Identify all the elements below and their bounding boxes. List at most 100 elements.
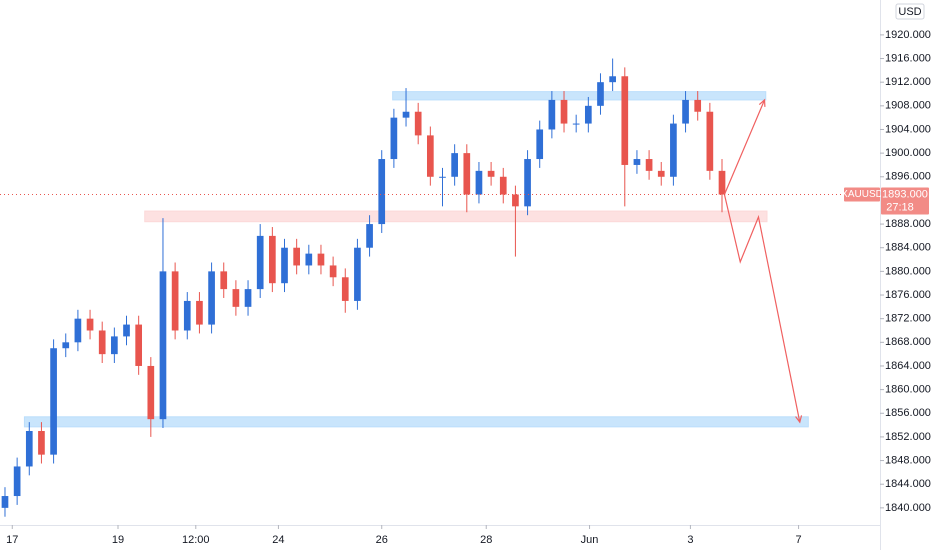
candle-body: [74, 318, 82, 343]
y-tick-label: 1896.000: [885, 171, 931, 183]
x-tick-label: 12:00: [182, 534, 210, 546]
x-tick-label: 3: [687, 534, 693, 546]
arrow-line: [723, 194, 801, 423]
symbol-box: [844, 187, 880, 202]
candle-body: [354, 247, 361, 301]
candle-body: [196, 300, 203, 325]
last-price-label: 1893.000: [882, 188, 928, 200]
y-tick-label: 1860.000: [885, 384, 931, 396]
candle-body: [208, 271, 215, 325]
candle-body: [657, 170, 665, 177]
candle-body: [487, 170, 495, 177]
candle-body: [25, 430, 33, 467]
x-tick-label: 26: [376, 534, 388, 546]
candle-body: [1, 496, 9, 508]
candle-body: [572, 123, 580, 125]
candle-body: [694, 99, 702, 112]
candle-body: [621, 76, 629, 165]
candle-body: [706, 111, 714, 171]
candle-body: [123, 324, 130, 337]
y-tick-label: 1840.000: [885, 502, 931, 514]
currency-box: [895, 3, 925, 20]
zone: [392, 91, 767, 101]
y-tick-label: 1888.000: [885, 218, 931, 230]
candle-body: [147, 365, 155, 420]
x-tick-label: Jun: [581, 534, 599, 546]
y-tick-label: 1880.000: [885, 265, 931, 277]
candle-body: [390, 117, 398, 160]
y-tick-label: 1856.000: [885, 407, 931, 419]
candle-body: [62, 342, 70, 349]
x-tick-label: 19: [112, 534, 124, 546]
y-tick-label: 1900.000: [885, 147, 931, 159]
candle-body: [633, 159, 641, 165]
candle-body: [524, 159, 531, 207]
y-tick-label: 1848.000: [885, 454, 931, 466]
candle-body: [682, 99, 689, 124]
zone: [23, 416, 809, 428]
candle-body: [256, 235, 264, 290]
candle-body: [50, 348, 57, 455]
candle-body: [597, 82, 604, 106]
candle-body: [451, 153, 458, 177]
y-tick-label: 1920.000: [885, 29, 931, 41]
x-tick-label: 7: [796, 534, 802, 546]
candle-body: [512, 194, 519, 207]
candle-body: [536, 129, 544, 160]
candle-body: [171, 271, 179, 331]
candle-body: [584, 105, 592, 124]
y-tick-label: 1904.000: [885, 123, 931, 135]
candle-body: [366, 224, 373, 248]
arrow-head: [758, 98, 766, 107]
y-tick-label: 1912.000: [885, 76, 931, 88]
y-tick-label: 1908.000: [885, 100, 931, 112]
y-tick-label: 1844.000: [885, 478, 931, 490]
candle-body: [183, 300, 191, 331]
candle-body: [341, 277, 349, 301]
candle-body: [463, 153, 471, 195]
candle-body: [269, 235, 276, 284]
candle-body: [86, 318, 94, 331]
candle-body: [220, 271, 228, 290]
candle-body: [135, 324, 143, 366]
candle-body: [13, 466, 21, 497]
arrow-line: [723, 99, 766, 195]
candle-body: [232, 289, 240, 307]
candle-body: [414, 111, 422, 136]
candle-body: [159, 271, 167, 420]
candle-body: [244, 289, 252, 307]
candle-body: [402, 111, 410, 118]
candle-body: [670, 123, 677, 177]
candle-body: [439, 176, 446, 178]
y-tick-label: 1852.000: [885, 431, 931, 443]
candle-body: [548, 99, 556, 130]
y-tick-label: 1884.000: [885, 242, 931, 254]
candle-body: [426, 135, 434, 177]
candle-body: [305, 253, 313, 266]
candle-body: [38, 430, 45, 455]
price-box: [881, 187, 929, 215]
x-tick-label: 28: [480, 534, 492, 546]
candle-body: [718, 170, 726, 195]
candle-body: [111, 336, 118, 355]
x-tick-label: 17: [6, 534, 18, 546]
symbol: XAUUSD: [841, 189, 883, 200]
candle-body: [378, 159, 386, 225]
candle-body: [499, 176, 507, 195]
y-tick-label: 1864.000: [885, 360, 931, 372]
y-tick-label: 1916.000: [885, 52, 931, 64]
candle-body: [329, 265, 337, 278]
candle-body: [645, 159, 653, 171]
y-tick-label: 1872.000: [885, 313, 931, 325]
candle-body: [317, 253, 325, 266]
x-tick-label: 24: [272, 534, 284, 546]
zone: [144, 210, 768, 223]
y-tick-label: 1868.000: [885, 336, 931, 348]
candle-body: [293, 247, 300, 266]
arrow-head: [795, 415, 803, 424]
candle-body: [560, 99, 568, 124]
y-tick-label: 1876.000: [885, 289, 931, 301]
countdown: 27:18: [886, 201, 914, 213]
